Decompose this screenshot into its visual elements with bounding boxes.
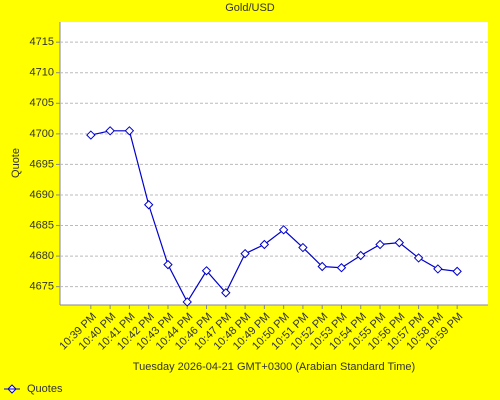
y-tick-label: 4685 bbox=[30, 219, 54, 231]
marker bbox=[336, 263, 347, 273]
marker bbox=[317, 261, 327, 272]
marker bbox=[413, 253, 424, 263]
marker bbox=[375, 239, 385, 250]
marker bbox=[394, 237, 405, 248]
marker bbox=[143, 200, 154, 210]
marker bbox=[259, 239, 270, 250]
marker bbox=[124, 126, 135, 136]
marker bbox=[105, 126, 115, 136]
y-tick-label: 4695 bbox=[30, 158, 54, 170]
marker bbox=[278, 225, 289, 235]
marker bbox=[240, 248, 250, 259]
marker bbox=[298, 242, 308, 253]
y-tick-label: 4700 bbox=[30, 128, 54, 140]
plot-area bbox=[60, 22, 488, 305]
y-axis-label: Quote bbox=[10, 148, 22, 178]
marker bbox=[433, 264, 443, 274]
marker bbox=[201, 266, 212, 276]
marker bbox=[221, 288, 231, 298]
chart-title: Gold/USD bbox=[225, 2, 275, 14]
marker bbox=[356, 250, 366, 261]
y-tick-label: 4690 bbox=[30, 189, 54, 201]
marker bbox=[163, 259, 173, 270]
x-axis-label: Tuesday 2026-04-21 GMT+0300 (Arabian Sta… bbox=[133, 361, 415, 373]
y-tick-label: 4705 bbox=[30, 97, 54, 109]
marker bbox=[86, 130, 96, 140]
y-tick-label: 4710 bbox=[30, 67, 54, 79]
legend-label: Quotes bbox=[27, 383, 63, 395]
y-tick-label: 4680 bbox=[30, 250, 54, 262]
y-tick-label: 4715 bbox=[30, 36, 54, 48]
y-tick-label: 4675 bbox=[30, 281, 54, 293]
marker bbox=[182, 297, 192, 307]
marker bbox=[452, 266, 462, 277]
